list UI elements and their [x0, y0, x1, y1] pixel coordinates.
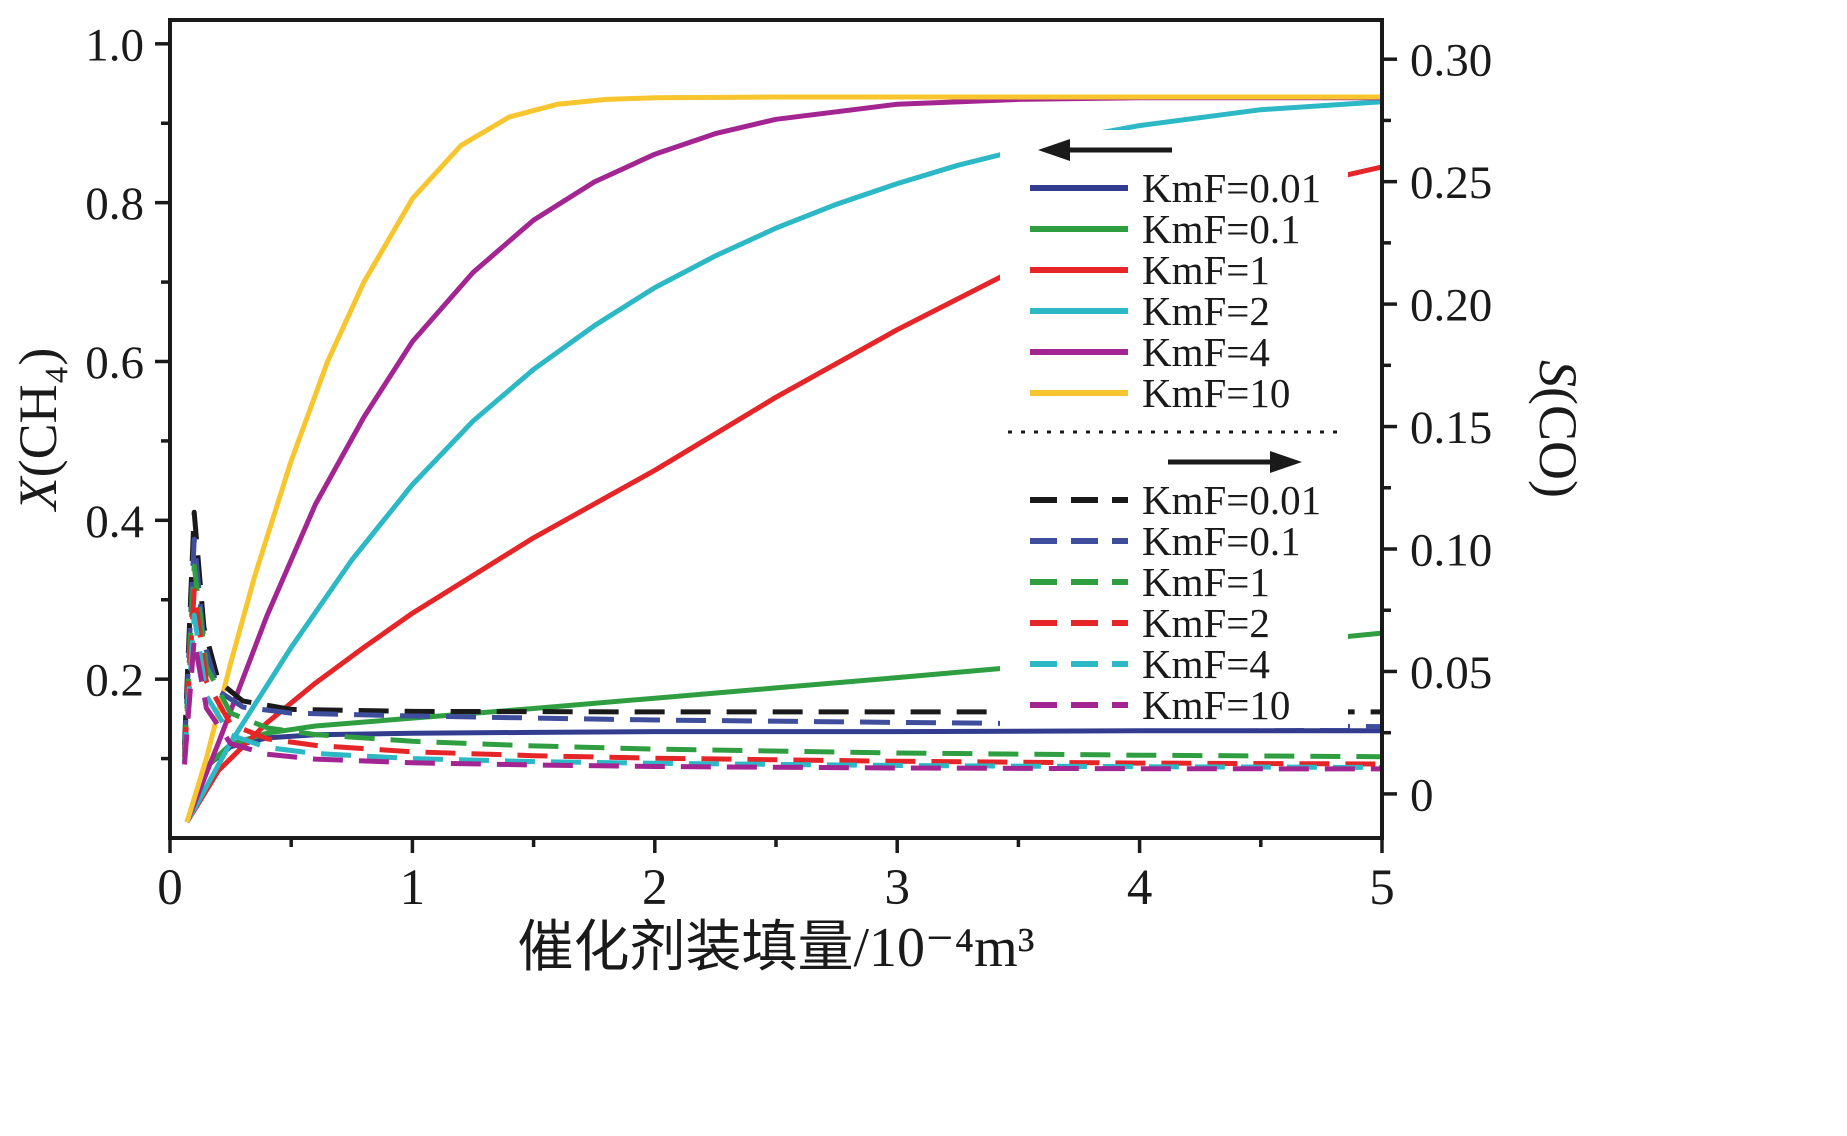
x-tick-label: 2	[642, 860, 668, 916]
legend-item: KmF=4	[1030, 329, 1270, 375]
x-tick-labels: 0 1 2 3 4 5	[157, 860, 1395, 916]
right-tick-label: 0.05	[1410, 647, 1492, 699]
legend-label: KmF=4	[1142, 329, 1270, 375]
legend-label: KmF=2	[1142, 600, 1270, 646]
right-tick-label: 0.25	[1410, 157, 1492, 209]
right-tick-label: 0.20	[1410, 280, 1492, 332]
legend-label: KmF=0.01	[1142, 165, 1321, 211]
legend-item: KmF=10	[1030, 682, 1290, 728]
legend-item: KmF=10	[1030, 370, 1290, 416]
legend-label: KmF=0.1	[1142, 518, 1301, 564]
arrow-right-icon	[1168, 451, 1302, 473]
legend-label: KmF=2	[1142, 288, 1270, 334]
x-tick-label: 0	[157, 860, 183, 916]
plot-frame	[168, 18, 1384, 840]
legend-label: KmF=10	[1142, 682, 1290, 728]
right-tick-label: 0	[1410, 769, 1434, 821]
right-tick-labels: 0 0.05 0.10 0.15 0.20 0.25 0.30	[1410, 35, 1492, 822]
legend-label: KmF=0.01	[1142, 477, 1321, 523]
right-tick-label: 0.15	[1410, 402, 1492, 454]
solid-series-KmF=10	[184, 94, 1382, 823]
legend-item: KmF=0.1	[1030, 206, 1301, 252]
legend-item: KmF=2	[1030, 600, 1270, 646]
axis-title: X(CH₄)	[8, 348, 68, 513]
x-tick-label: 3	[884, 860, 910, 916]
dashed-series-KmF=10	[182, 637, 1382, 772]
x-axis-title: 催化剂装填量/10⁻⁴m³	[518, 917, 1035, 979]
x-tick-label: 4	[1127, 860, 1153, 916]
axis-title: S(CO)	[1528, 360, 1588, 498]
left-tick-label: 0.4	[85, 496, 144, 548]
left-tick-label: 0.8	[85, 178, 144, 230]
x-tick-label: 1	[400, 860, 426, 916]
dashed-series-KmF=0.01	[182, 509, 1382, 746]
legend-item: KmF=2	[1030, 288, 1270, 334]
left-tick-labels: 0.2 0.4 0.6 0.8 1.0	[85, 19, 144, 706]
legend-label: KmF=0.1	[1142, 206, 1301, 252]
right-tick-label: 0.30	[1410, 35, 1492, 87]
arrow-left-icon	[1038, 139, 1172, 161]
legend-item: KmF=1	[1030, 559, 1270, 605]
legend-item: KmF=0.1	[1030, 518, 1301, 564]
left-tick-label: 0.2	[85, 655, 144, 707]
legend-item: KmF=1	[1030, 247, 1270, 293]
left-tick-label: 1.0	[85, 19, 144, 71]
right-tick-label: 0.10	[1410, 524, 1492, 576]
left-tick-label: 0.6	[85, 337, 144, 389]
legend-item: KmF=0.01	[1030, 165, 1321, 211]
dashed-series-KmF=1	[182, 563, 1382, 760]
x-tick-label: 5	[1369, 860, 1395, 916]
legend-label: KmF=4	[1142, 641, 1270, 687]
legend-label: KmF=1	[1142, 559, 1270, 605]
legend-label: KmF=1	[1142, 247, 1270, 293]
legend: KmF=0.01KmF=0.1KmF=1KmF=2KmF=4KmF=10KmF=…	[1000, 130, 1348, 728]
legend-item: KmF=0.01	[1030, 477, 1321, 523]
legend-label: KmF=10	[1142, 370, 1290, 416]
legend-item: KmF=4	[1030, 641, 1270, 687]
